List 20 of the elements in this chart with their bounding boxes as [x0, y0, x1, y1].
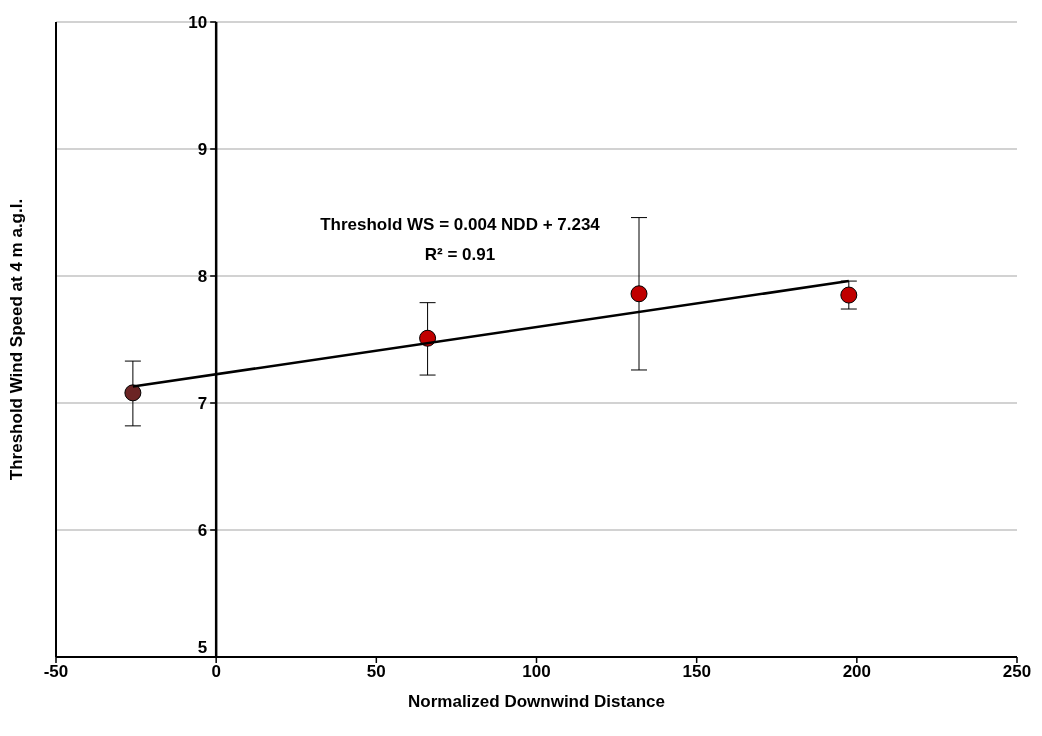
y-tick-label: 7 [197, 394, 208, 413]
y-axis-title: Threshold Wind Speed at 4 m a.g.l. [7, 198, 27, 481]
y-tick-label: 5 [197, 638, 208, 657]
point [124, 384, 142, 402]
x-tick-label: 150 [682, 662, 711, 682]
annotation: R² = 0.91 [424, 245, 496, 264]
x-tick-label: 100 [522, 662, 551, 682]
x-tick-label: 0 [211, 662, 221, 682]
x-tick-label: 200 [842, 662, 872, 682]
point [840, 286, 858, 304]
x-tick-label: 50 [366, 662, 386, 682]
x-tick-label: -50 [43, 662, 69, 682]
x-axis-title: Normalized Downwind Distance [408, 692, 665, 711]
y-tick-label: 6 [197, 521, 208, 540]
y-tick-label: 10 [188, 13, 208, 32]
point [630, 285, 648, 303]
x-tick-label: 250 [1002, 662, 1032, 682]
y-tick-label: 8 [197, 267, 208, 286]
annotation: Threshold WS = 0.004 NDD + 7.234 [320, 215, 601, 234]
y-tick-label: 9 [197, 140, 208, 159]
